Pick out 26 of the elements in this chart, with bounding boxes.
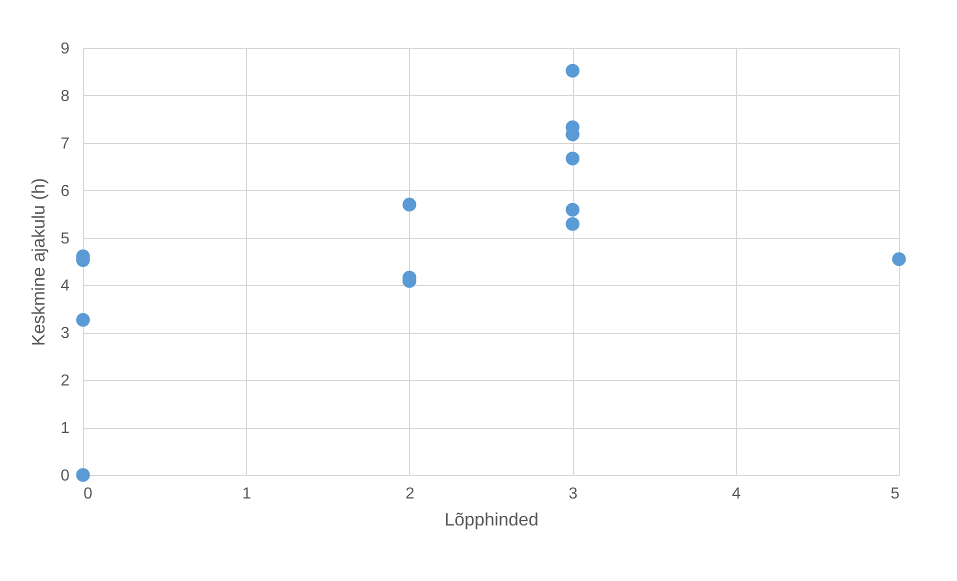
point (566, 64, 580, 78)
point (76, 312, 90, 327)
point (892, 252, 906, 266)
x-tick-label: 3 (568, 486, 578, 502)
x-tick-label: 4 (732, 486, 741, 502)
point (76, 468, 90, 482)
x-tick-label: 0 (84, 486, 92, 502)
y-tick-label: 9 (60, 40, 70, 58)
x-axis-title: Lõpphinded (444, 510, 539, 530)
y-tick-label: 3 (60, 325, 70, 342)
point (566, 202, 580, 217)
x-tick-label: 5 (890, 486, 900, 502)
y-tick-label: 7 (60, 135, 70, 152)
y-tick-label: 4 (60, 278, 70, 295)
y-tick-label: 0 (60, 468, 70, 484)
y-tick-label: 2 (60, 372, 70, 390)
y-axis-title: Keskmine ajakulu (h) (28, 178, 49, 346)
point (566, 217, 580, 231)
x-tick-label: 2 (405, 486, 414, 502)
x-tick-label: 1 (242, 486, 252, 502)
y-tick-label: 5 (60, 230, 70, 248)
y-tick-label: 1 (60, 420, 70, 438)
point (402, 198, 416, 212)
y-tick-label: 8 (60, 88, 70, 105)
point (566, 152, 580, 166)
y-tick-label: 6 (60, 182, 70, 200)
